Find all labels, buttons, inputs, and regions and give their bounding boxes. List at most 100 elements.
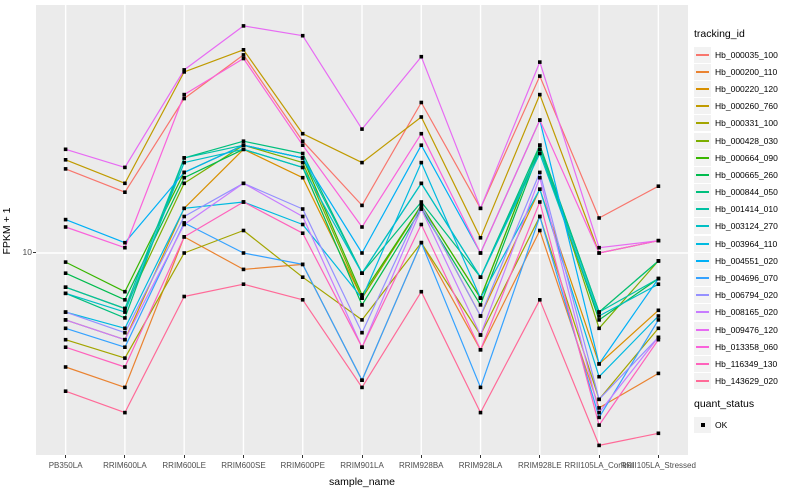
x-axis-title: sample_name <box>329 476 395 488</box>
data-point <box>656 276 661 281</box>
legend-item-Hb_000260_760: Hb_000260_760 <box>694 98 800 115</box>
data-point <box>63 337 68 342</box>
data-point <box>123 330 127 335</box>
data-point <box>360 225 364 229</box>
data-point <box>123 245 127 250</box>
data-point <box>538 118 542 122</box>
data-point <box>360 330 364 335</box>
data-point <box>419 54 424 59</box>
data-point <box>360 378 364 382</box>
data-point <box>63 310 68 314</box>
data-point <box>360 271 364 275</box>
data-point <box>478 275 483 279</box>
data-point <box>360 251 364 255</box>
legend-item-label: Hb_003124_270 <box>715 221 778 232</box>
data-point <box>419 181 424 186</box>
data-point <box>182 175 186 180</box>
data-point <box>656 238 661 243</box>
legend-item-Hb_000331_100: Hb_000331_100 <box>694 115 800 132</box>
data-point <box>241 139 246 143</box>
data-point <box>478 303 483 307</box>
data-point <box>538 200 542 204</box>
data-point <box>538 170 542 175</box>
data-point <box>63 291 68 296</box>
legend-item-Hb_000220_120: Hb_000220_120 <box>694 80 800 97</box>
legend-items: Hb_000035_100 Hb_000200_110 Hb_000220_120 H… <box>694 46 800 390</box>
data-point <box>300 262 305 267</box>
x-tick-label: RRIM928LE <box>518 461 562 470</box>
data-point <box>300 160 305 165</box>
data-point <box>478 251 483 255</box>
data-point <box>597 314 601 318</box>
data-point <box>538 60 542 64</box>
legend-item-label: OK <box>715 419 728 430</box>
legend-key-icon <box>694 46 711 63</box>
data-point <box>63 158 68 162</box>
data-point <box>182 235 186 239</box>
data-point <box>182 160 186 165</box>
data-point <box>300 151 305 156</box>
data-point <box>241 53 246 57</box>
legend-key-icon <box>694 132 711 149</box>
data-point <box>478 206 483 211</box>
legend-item-label: Hb_000844_050 <box>715 187 778 198</box>
data-point <box>300 207 305 211</box>
data-point <box>478 236 483 240</box>
data-point <box>300 214 305 219</box>
data-point <box>656 282 661 286</box>
legend-item-label: Hb_000260_760 <box>715 101 778 112</box>
data-point <box>123 310 127 314</box>
data-point <box>360 203 364 208</box>
data-point <box>597 415 601 420</box>
x-tick-label: RRIM600LA <box>103 461 147 470</box>
legend-item-Hb_000035_100: Hb_000035_100 <box>694 46 800 63</box>
legend-item-label: Hb_013358_060 <box>715 341 778 352</box>
data-point <box>123 345 127 349</box>
legend-key-icon <box>694 98 711 115</box>
legend-item-Hb_116349_130: Hb_116349_130 <box>694 355 800 372</box>
ok-square-icon <box>694 416 711 433</box>
data-point <box>419 222 424 227</box>
data-point <box>241 56 246 61</box>
legend-item-Hb_013358_060: Hb_013358_060 <box>694 338 800 355</box>
data-point <box>538 151 542 156</box>
data-point <box>182 156 186 160</box>
legend-item-label: Hb_000200_110 <box>715 66 778 77</box>
data-point <box>241 267 246 272</box>
y-axis-title: FPKM + 1 <box>1 207 13 255</box>
legend-item-Hb_008165_020: Hb_008165_020 <box>694 304 800 321</box>
data-point <box>597 310 601 314</box>
legend-item-label: Hb_000428_030 <box>715 135 778 146</box>
data-point <box>656 371 661 376</box>
data-point <box>63 345 68 349</box>
x-tick-mark <box>361 455 363 458</box>
data-point <box>241 147 246 152</box>
legend-item-Hb_000428_030: Hb_000428_030 <box>694 132 800 149</box>
legend-item-label: Hb_006794_020 <box>715 290 778 301</box>
legend-key-icon <box>694 115 711 132</box>
x-tick-mark <box>539 455 541 458</box>
x-tick-mark <box>598 455 600 458</box>
data-point <box>123 289 127 294</box>
data-point <box>478 333 483 337</box>
data-point <box>419 207 424 211</box>
data-point <box>360 127 364 131</box>
data-point <box>123 316 127 320</box>
legend-item-label: Hb_009476_120 <box>715 324 778 335</box>
legend-key-icon <box>694 338 711 355</box>
chart-panel <box>36 5 688 455</box>
data-point <box>182 70 186 74</box>
data-point <box>538 143 542 147</box>
x-tick-mark <box>65 455 67 458</box>
data-point <box>300 156 305 160</box>
data-point <box>538 175 542 180</box>
legend-item-Hb_003964_110: Hb_003964_110 <box>694 235 800 252</box>
data-point <box>241 143 246 147</box>
data-point <box>63 318 68 322</box>
legend-item-Hb_004551_020: Hb_004551_020 <box>694 252 800 269</box>
x-tick-mark <box>242 455 244 458</box>
legend-item-Hb_003124_270: Hb_003124_270 <box>694 218 800 235</box>
legend-key-icon <box>694 235 711 252</box>
legend-item-label: Hb_116349_130 <box>715 358 778 369</box>
legend-key-icon <box>694 184 711 201</box>
